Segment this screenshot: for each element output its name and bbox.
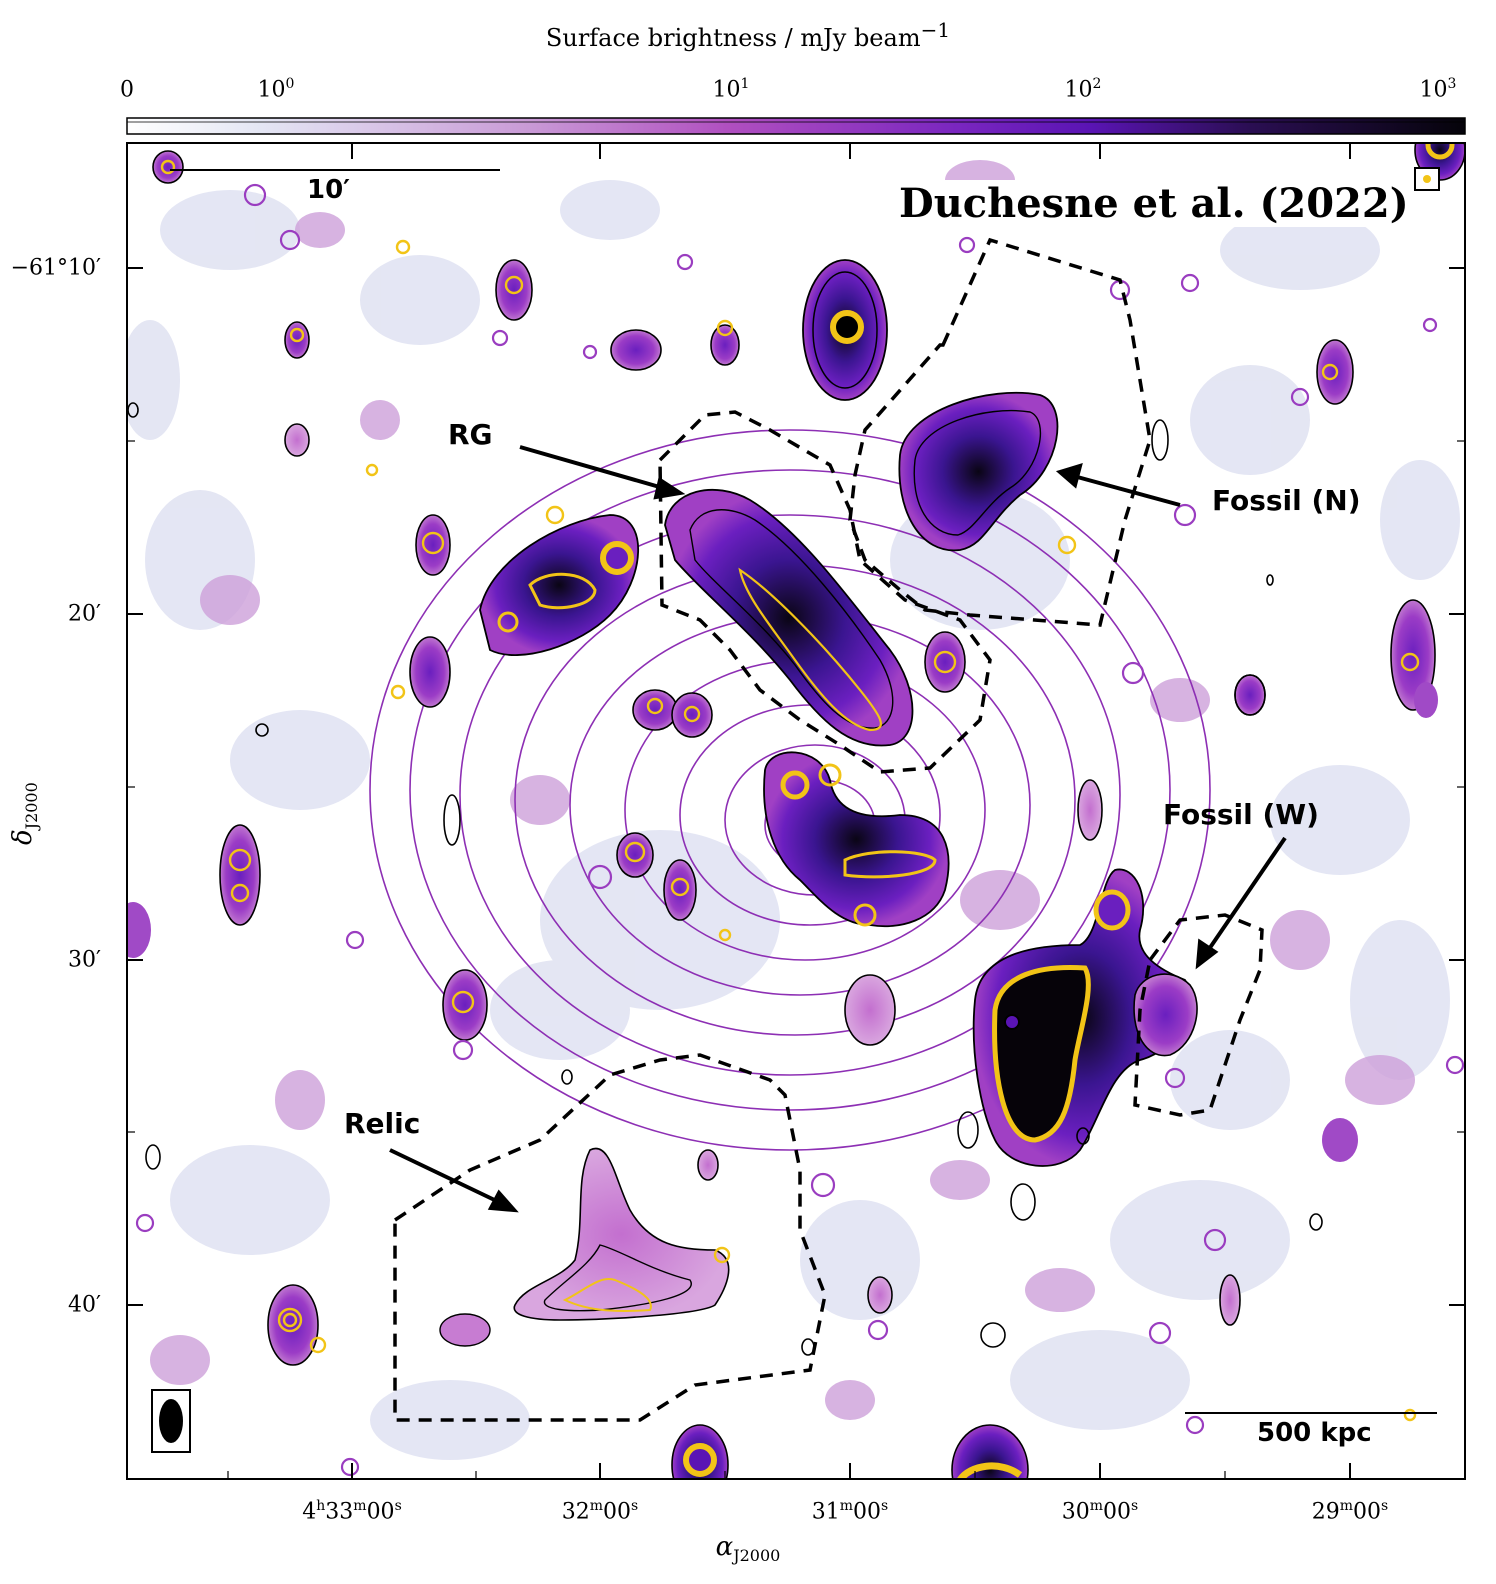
- x-tick-label: 30m00s: [1061, 1498, 1139, 1525]
- map-frame: [126, 142, 1466, 1480]
- axis-ticks: [127, 143, 1465, 1479]
- y-tick-label: 30′: [68, 947, 101, 973]
- high-res-contours: [160, 159, 1420, 1422]
- colorbar-tick-label: 0: [120, 77, 134, 103]
- label-fossil-w: Fossil (W): [1163, 798, 1319, 831]
- annotation-arrows: [389, 445, 1287, 1213]
- region-outlines: [393, 237, 1264, 1422]
- radio-emission-layer: [127, 143, 1465, 1479]
- label-relic: Relic: [344, 1107, 421, 1140]
- xray-contours: [369, 429, 1211, 1151]
- x-axis-title: αJ2000: [715, 1532, 781, 1566]
- x-tick-label: 4h33m00s: [302, 1498, 402, 1525]
- credit-label: Duchesne et al. (2022): [895, 180, 1413, 227]
- label-rg: RG: [448, 418, 493, 451]
- y-tick-label: −61°10′: [10, 255, 101, 281]
- colorbar-tick-label: 103: [1419, 76, 1457, 103]
- colorbar-title: Surface brightness / mJy beam−1: [545, 18, 951, 52]
- colorbar-tick-label: 101: [712, 76, 750, 103]
- y-tick-label: 20′: [68, 601, 101, 627]
- colorbar-tick-label: 100: [257, 76, 295, 103]
- x-tick-label: 31m00s: [811, 1498, 889, 1525]
- x-tick-label: 29m00s: [1311, 1498, 1389, 1525]
- x-tick-label: 32m00s: [561, 1498, 639, 1525]
- y-tick-label: 40′: [68, 1292, 101, 1318]
- colorbar-tick-label: 102: [1064, 76, 1102, 103]
- beam-ellipse: [159, 1399, 183, 1443]
- scale-label-physical: 500 kpc: [1257, 1418, 1372, 1448]
- scale-label-angular: 10′: [307, 175, 351, 205]
- colorbar: [126, 117, 1466, 135]
- y-axis-title: δJ2000: [8, 782, 42, 845]
- label-fossil-n: Fossil (N): [1212, 484, 1361, 517]
